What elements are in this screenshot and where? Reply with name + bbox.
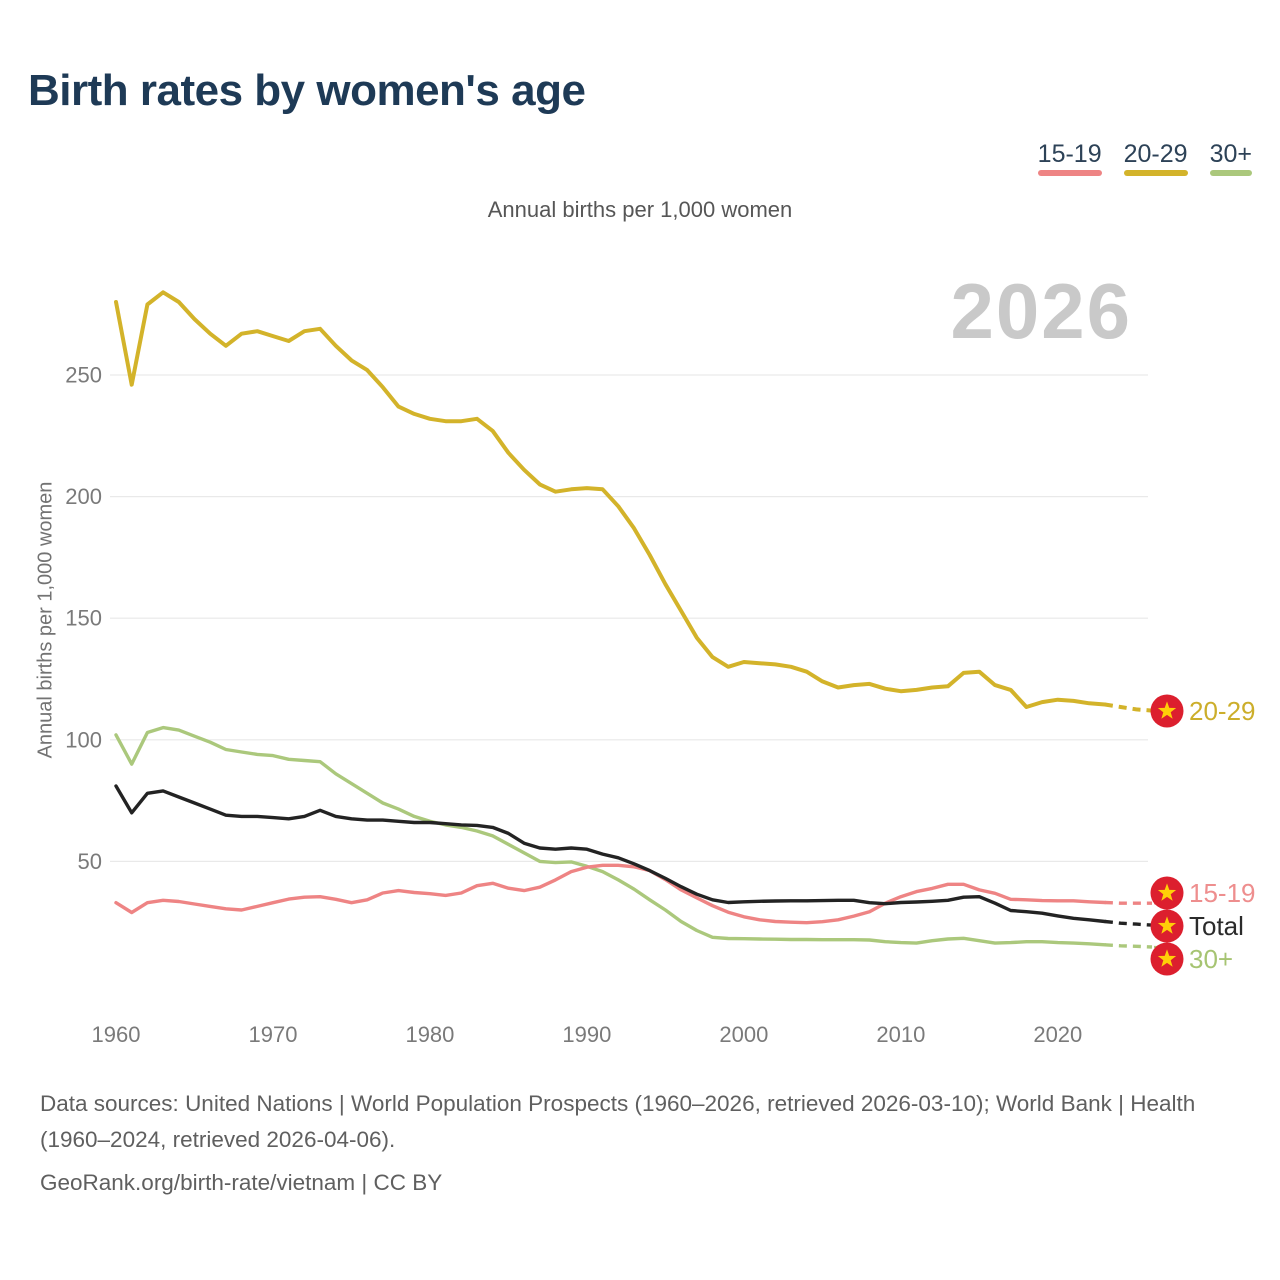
end-label-20-29: 20-29 bbox=[1189, 696, 1256, 726]
legend-item-20-29[interactable]: 20-29 bbox=[1123, 140, 1188, 176]
page-title: Birth rates by women's age bbox=[28, 66, 586, 115]
y-tick-200: 200 bbox=[65, 484, 102, 509]
y-tick-50: 50 bbox=[78, 849, 102, 874]
series-line-15-19-projection[interactable] bbox=[1104, 900, 1152, 905]
legend-color-bar bbox=[1037, 170, 1102, 176]
series-line-Total-projection[interactable] bbox=[1104, 919, 1153, 927]
flag-star-icon-20-29 bbox=[1157, 701, 1177, 719]
x-tick-2020: 2020 bbox=[1033, 1022, 1082, 1047]
year-watermark: 2026 bbox=[950, 267, 1132, 355]
flag-star-icon-15-19 bbox=[1157, 883, 1177, 901]
data-sources-text: Data sources: United Nations | World Pop… bbox=[40, 1091, 1196, 1152]
series-line-20-29[interactable] bbox=[114, 290, 1107, 709]
x-tick-1980: 1980 bbox=[405, 1022, 454, 1047]
flag-star-icon-Total bbox=[1157, 916, 1177, 934]
y-tick-250: 250 bbox=[65, 363, 102, 388]
chart-subtitle: Annual births per 1,000 women bbox=[487, 197, 793, 222]
legend-label: 30+ bbox=[1209, 140, 1252, 168]
legend-label: 15-19 bbox=[1037, 140, 1102, 168]
legend-item-30plus[interactable]: 30+ bbox=[1209, 140, 1252, 176]
x-tick-2010: 2010 bbox=[876, 1022, 925, 1047]
chart-footer: Data sources: United Nations | World Pop… bbox=[40, 1086, 1220, 1201]
legend-color-bar bbox=[1209, 170, 1252, 176]
series-line-15-19[interactable] bbox=[114, 863, 1107, 925]
x-tick-2000: 2000 bbox=[719, 1022, 768, 1047]
x-tick-1990: 1990 bbox=[562, 1022, 611, 1047]
series-line-30+[interactable] bbox=[114, 725, 1107, 947]
age-group-legend: 15-19 20-29 30+ bbox=[1037, 140, 1252, 176]
legend-color-bar bbox=[1123, 170, 1188, 176]
end-label-15-19: 15-19 bbox=[1189, 878, 1256, 908]
x-tick-1970: 1970 bbox=[248, 1022, 297, 1047]
flag-star-icon-30+ bbox=[1157, 949, 1177, 967]
y-tick-100: 100 bbox=[65, 727, 102, 752]
legend-item-15-19[interactable]: 15-19 bbox=[1037, 140, 1102, 176]
end-label-30+: 30+ bbox=[1189, 944, 1233, 974]
attribution-text: GeoRank.org/birth-rate/vietnam | CC BY bbox=[40, 1170, 443, 1195]
y-tick-150: 150 bbox=[65, 606, 102, 631]
series-line-20-29-projection[interactable] bbox=[1104, 702, 1153, 713]
end-label-Total: Total bbox=[1189, 911, 1244, 941]
x-tick-1960: 1960 bbox=[92, 1022, 141, 1047]
series-line-30+-projection[interactable] bbox=[1104, 943, 1153, 949]
series-line-Total[interactable] bbox=[114, 784, 1107, 924]
legend-label: 20-29 bbox=[1123, 140, 1188, 168]
